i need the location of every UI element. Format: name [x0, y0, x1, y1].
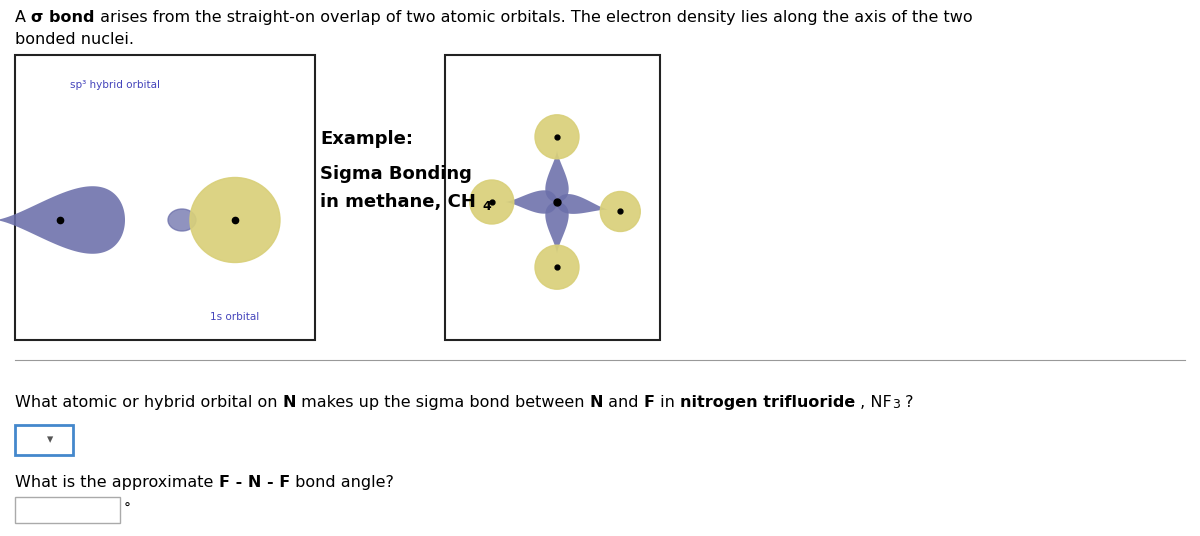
Text: F: F: [644, 395, 655, 410]
Text: nitrogen trifluoride: nitrogen trifluoride: [680, 395, 856, 410]
Text: and: and: [604, 395, 644, 410]
Text: Sigma Bonding: Sigma Bonding: [320, 165, 472, 183]
Text: ?: ?: [900, 395, 913, 410]
PathPatch shape: [545, 202, 569, 254]
Text: N: N: [589, 395, 604, 410]
Bar: [445, 55, 660, 340]
PathPatch shape: [0, 186, 125, 254]
Text: σ bond: σ bond: [31, 10, 95, 25]
Text: What is the approximate: What is the approximate: [14, 475, 218, 490]
Ellipse shape: [470, 180, 514, 224]
Ellipse shape: [168, 209, 196, 231]
Text: in methane, CH: in methane, CH: [320, 193, 476, 211]
Text: Example:: Example:: [320, 130, 413, 148]
PathPatch shape: [505, 190, 557, 214]
Ellipse shape: [535, 115, 580, 159]
Text: ▾: ▾: [47, 434, 53, 446]
PathPatch shape: [545, 150, 569, 202]
Bar: [14, 497, 120, 523]
Text: sp³ hybrid orbital: sp³ hybrid orbital: [70, 80, 160, 90]
Text: bond angle?: bond angle?: [289, 475, 394, 490]
Text: N: N: [283, 395, 296, 410]
Bar: [14, 425, 73, 455]
Text: 1s orbital: 1s orbital: [210, 312, 259, 322]
Ellipse shape: [190, 177, 280, 263]
Text: 3: 3: [892, 398, 900, 411]
Text: What atomic or hybrid orbital on: What atomic or hybrid orbital on: [14, 395, 283, 410]
Text: 4: 4: [482, 200, 491, 213]
Text: °: °: [124, 502, 131, 516]
Text: makes up the sigma bond between: makes up the sigma bond between: [296, 395, 589, 410]
Bar: [14, 55, 314, 340]
Text: , NF: , NF: [856, 395, 892, 410]
Text: in: in: [655, 395, 680, 410]
Text: bonded nuclei.: bonded nuclei.: [14, 32, 134, 47]
Ellipse shape: [535, 245, 580, 289]
Ellipse shape: [600, 191, 641, 232]
Text: A: A: [14, 10, 31, 25]
PathPatch shape: [557, 194, 608, 214]
Text: F - N - F: F - N - F: [218, 475, 289, 490]
Text: arises from the straight-on overlap of two atomic orbitals. The electron density: arises from the straight-on overlap of t…: [95, 10, 972, 25]
